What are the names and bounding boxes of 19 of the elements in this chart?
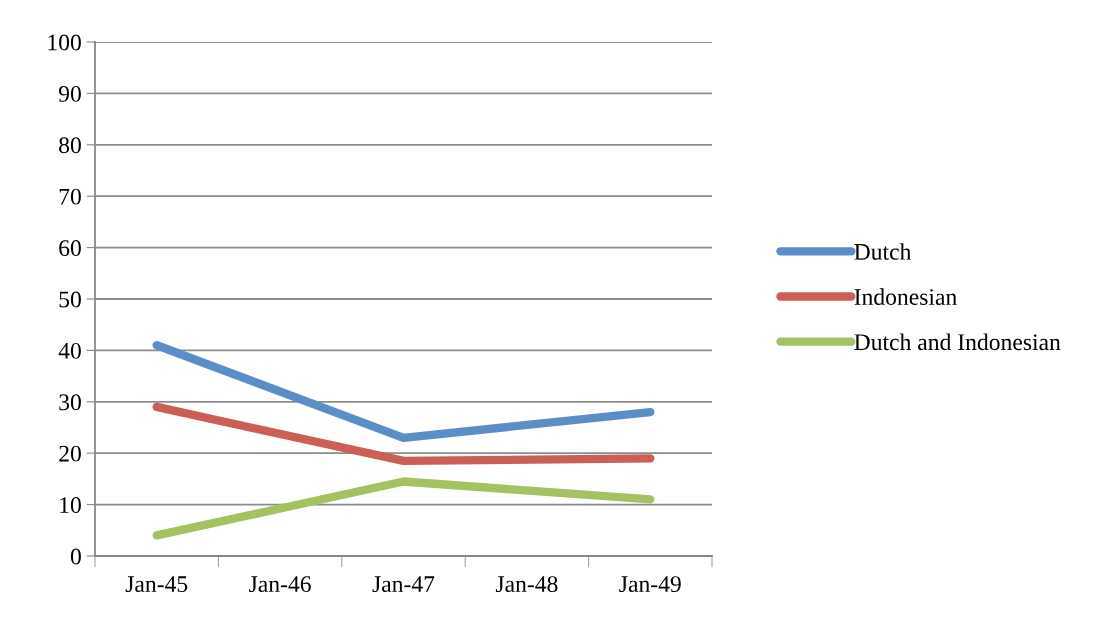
x-tick-label: Jan-45 [125, 576, 188, 593]
y-tick-label: 70 [59, 188, 81, 205]
y-tick-label: 0 [70, 548, 81, 565]
y-tick-label: 10 [60, 497, 81, 514]
y-tick-label: 80 [59, 137, 81, 154]
y-tick-label: 60 [59, 240, 81, 257]
y-tick-label: 20 [59, 445, 81, 462]
x-tick-label: Jan-46 [249, 576, 311, 593]
legend-label: Dutch and Indonesian [854, 333, 1061, 351]
y-tick-label: 30 [59, 394, 81, 411]
x-tick-label: Jan-48 [495, 576, 558, 593]
x-tick-label: Jan-47 [372, 576, 435, 593]
y-tick-label: 100 [48, 34, 81, 51]
y-tick-label: 50 [59, 291, 81, 308]
y-tick-label: 40 [58, 342, 81, 359]
legend-label: Indonesian [854, 288, 957, 305]
x-tick-label: Jan-49 [619, 576, 681, 593]
legend-label: Dutch [854, 243, 912, 260]
y-tick-label: 90 [58, 85, 81, 102]
